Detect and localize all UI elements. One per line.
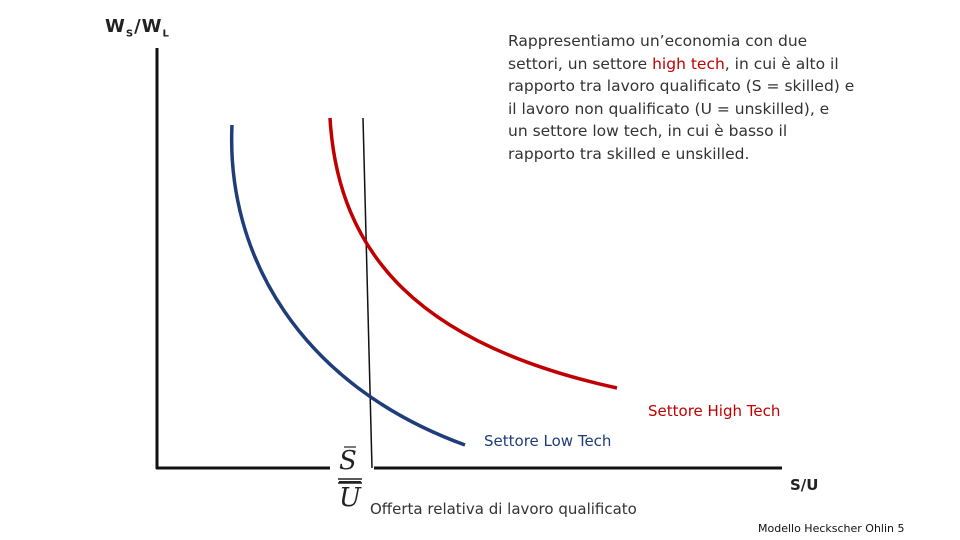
high-tech-label: Settore High Tech [648,402,781,420]
supply-label: Offerta relativa di lavoro qualificato [370,500,637,518]
fraction-numerator: S [339,446,357,476]
text-part: L [162,28,170,40]
text-part: settori, un settore [508,54,653,73]
line: il lavoro non qualificato (U = unskilled… [508,98,854,121]
high-tech-curve [328,117,618,390]
text-part: il lavoro non qualificato (U = unskilled… [508,99,830,118]
text-part: rapporto tra skilled e unskilled. [508,144,750,163]
footer: Modello Heckscher Ohlin 5 [758,522,905,535]
text-part: W [105,16,126,37]
fraction-denominator: U [339,483,361,513]
description: Rappresentiamo un’economia con due setto… [508,30,854,165]
low-tech-curve [229,124,466,447]
text-part: , in cui è alto il [724,54,839,73]
text-part: high tech [652,54,725,73]
text-part: un settore low tech, in cui è basso il [508,122,788,140]
supply-line [362,117,373,469]
text-part: S [125,28,135,40]
y-axis-label: WS/WL [105,16,170,40]
line: un settore low tech, in cui è basso il [508,120,854,143]
line: settori, un settore high tech, in cui è … [508,53,854,76]
text-part: rapporto tra lavoro qualificato (S = ski… [508,77,855,95]
x-axis-label: S/U [790,476,819,494]
line: rapporto tra lavoro qualificato (S = ski… [508,75,854,98]
line: Rappresentiamo un’economia con due [508,30,854,53]
low-tech-label: Settore Low Tech [484,432,612,450]
line: rapporto tra skilled e unskilled. [508,143,854,166]
text-part: Rappresentiamo un’economia con due [508,32,808,50]
text-part: /W [134,16,163,37]
